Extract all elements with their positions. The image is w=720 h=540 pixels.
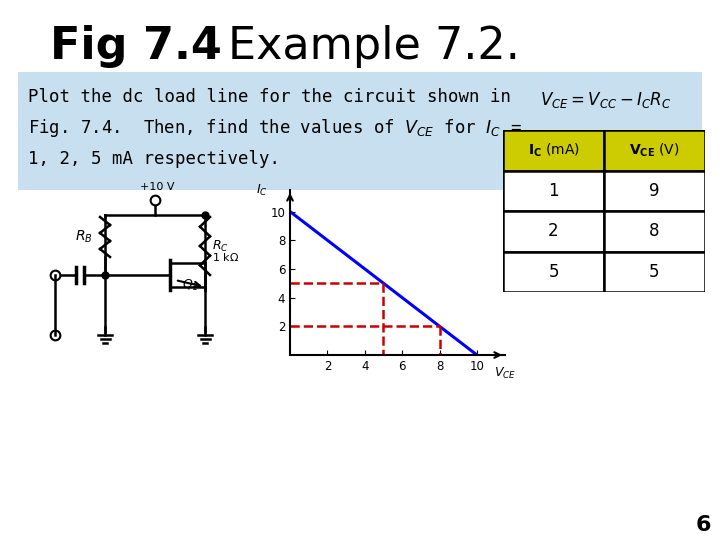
Text: 1 k$\Omega$: 1 k$\Omega$	[212, 251, 239, 263]
Text: $R_C$: $R_C$	[212, 239, 229, 254]
Text: 1, 2, 5 mA respectively.: 1, 2, 5 mA respectively.	[28, 150, 280, 168]
Text: Plot the dc load line for the circuit shown in: Plot the dc load line for the circuit sh…	[28, 88, 511, 106]
Text: 5: 5	[548, 263, 559, 281]
Text: $V_{CE} = V_{CC} - I_C R_C$: $V_{CE} = V_{CC} - I_C R_C$	[540, 90, 672, 110]
Text: Example 7.2.: Example 7.2.	[228, 25, 520, 69]
Text: +10 V: +10 V	[140, 182, 174, 192]
Bar	[503, 130, 604, 171]
Text: $\bf{I_C}$ (mA): $\bf{I_C}$ (mA)	[528, 141, 580, 159]
Text: Fig 7.4: Fig 7.4	[50, 25, 222, 69]
Text: $Q_1$: $Q_1$	[182, 278, 199, 293]
Text: $R_B$: $R_B$	[75, 229, 93, 245]
Text: $I_C$: $I_C$	[256, 183, 268, 198]
Bar	[604, 252, 705, 292]
Bar	[604, 211, 705, 252]
Bar	[604, 130, 705, 171]
Text: 1: 1	[548, 182, 559, 200]
Bar	[604, 171, 705, 211]
FancyBboxPatch shape	[18, 72, 702, 190]
Text: 2: 2	[548, 222, 559, 240]
Text: 9: 9	[649, 182, 660, 200]
Bar	[503, 252, 604, 292]
Bar	[503, 171, 604, 211]
Text: 8: 8	[649, 222, 660, 240]
Text: $\bf{V_{CE}}$ (V): $\bf{V_{CE}}$ (V)	[629, 141, 680, 159]
Bar	[503, 211, 604, 252]
Text: Fig. 7.4.  Then, find the values of $V_{CE}$ for $I_C$ =: Fig. 7.4. Then, find the values of $V_{C…	[28, 117, 522, 139]
Text: 6: 6	[696, 515, 711, 535]
Text: 5: 5	[649, 263, 660, 281]
Text: $V_{CE}$: $V_{CE}$	[494, 366, 516, 381]
